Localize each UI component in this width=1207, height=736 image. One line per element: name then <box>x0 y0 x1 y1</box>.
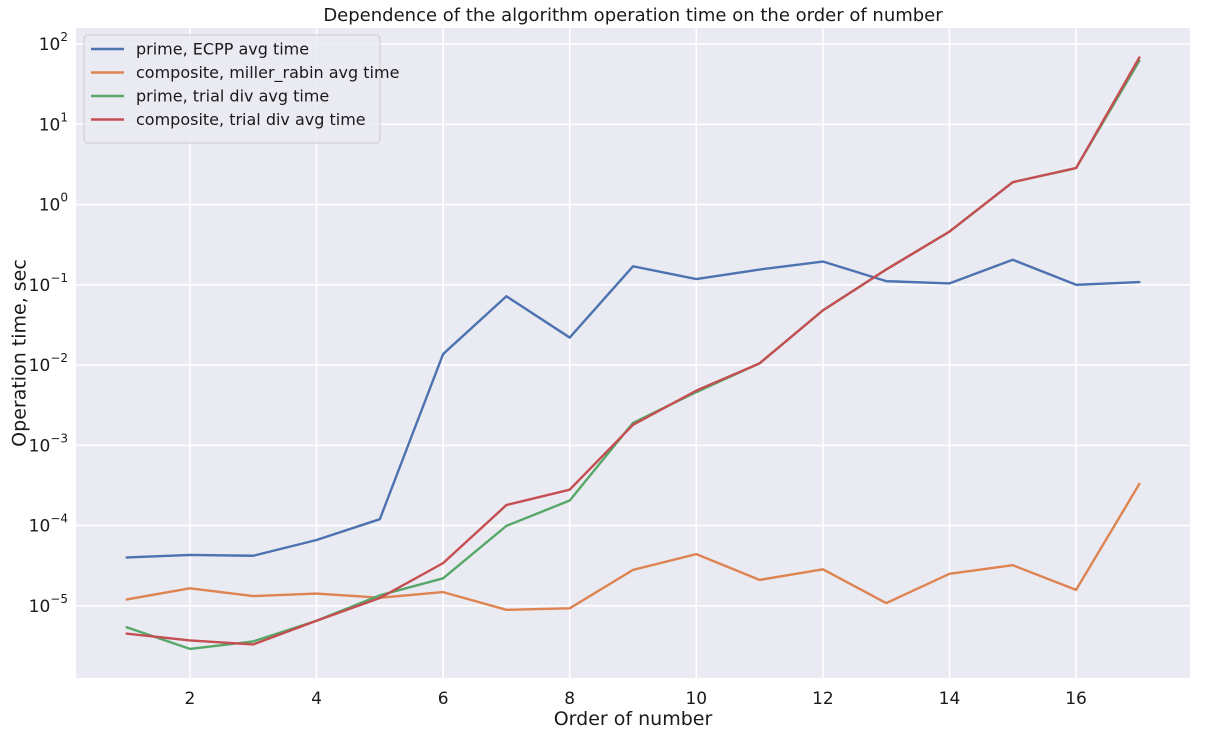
x-tick-label: 16 <box>1065 689 1087 709</box>
y-tick-label: 102 <box>39 30 68 55</box>
legend-label: composite, miller_rabin avg time <box>136 63 399 83</box>
series-line-4 <box>125 56 1141 646</box>
y-tick-label: 10−5 <box>29 592 68 617</box>
grid-lines <box>76 28 1190 678</box>
x-tick-label: 12 <box>812 689 834 709</box>
series-line-1 <box>125 258 1141 559</box>
legend: prime, ECPP avg time composite, miller_ra… <box>83 34 399 144</box>
x-tick-label: 6 <box>438 689 449 709</box>
y-axis-label: Operation time, sec <box>9 259 31 447</box>
legend-box <box>83 34 381 144</box>
y-tick-label: 10−1 <box>29 271 68 296</box>
y-tick-label: 101 <box>39 110 68 135</box>
series-lines <box>125 56 1141 651</box>
legend-label: prime, trial div avg time <box>136 87 329 106</box>
x-tick-labels: 2 4 6 8 10 12 14 16 <box>185 689 1087 709</box>
x-tick-label: 2 <box>185 689 196 709</box>
series-line-2 <box>125 482 1141 612</box>
x-axis-label: Order of number <box>554 708 713 730</box>
y-tick-label: 10−4 <box>29 512 68 537</box>
y-tick-label: 10−3 <box>29 431 68 456</box>
x-tick-label: 8 <box>564 689 575 709</box>
x-tick-label: 10 <box>685 689 707 709</box>
x-tick-label: 4 <box>311 689 322 709</box>
y-tick-label: 100 <box>39 191 68 216</box>
legend-label: composite, trial div avg time <box>136 110 366 129</box>
x-tick-label: 14 <box>939 689 961 709</box>
legend-label: prime, ECPP avg time <box>136 40 309 59</box>
chart-title: Dependence of the algorithm operation ti… <box>323 5 943 26</box>
y-tick-label: 10−2 <box>29 351 68 376</box>
y-tick-labels: 10−5 10−4 10−3 10−2 10−1 100 101 102 <box>29 30 68 617</box>
